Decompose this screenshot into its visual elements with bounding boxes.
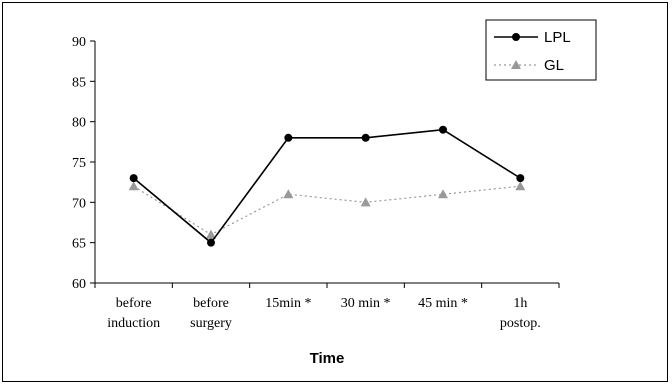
data-point — [515, 181, 526, 191]
series-line — [133, 185, 521, 236]
y-axis: 60 65 70 75 80 85 90 — [72, 35, 96, 292]
series-line — [133, 128, 521, 244]
legend-box — [485, 19, 597, 81]
y-tick-label: 90 — [72, 35, 86, 50]
data-point — [284, 133, 293, 142]
data-point — [129, 174, 138, 183]
x-tick-label: before induction — [107, 296, 160, 331]
y-tick-label: 80 — [72, 116, 86, 131]
y-tick-label: 70 — [72, 196, 86, 211]
x-axis: before induction before surgery 15min * 30 mi… — [94, 282, 560, 331]
legend-item-lpl: LPL — [494, 29, 571, 46]
x-tick-label: 30 min * — [341, 296, 391, 311]
data-point — [439, 125, 447, 134]
legend-label: LPL — [544, 29, 571, 46]
x-tick-label: before surgery — [190, 296, 232, 331]
y-tick-label: 60 — [72, 277, 86, 292]
data-point — [361, 133, 370, 142]
data-point — [128, 181, 139, 191]
legend: LPL GL — [485, 19, 597, 81]
series-gl — [128, 181, 526, 239]
x-tick-label: 15min * — [265, 296, 311, 311]
data-point — [207, 238, 215, 247]
legend-item-gl: GL — [494, 57, 564, 74]
data-point — [206, 229, 216, 239]
y-tick-label: 85 — [72, 75, 86, 90]
legend-label: GL — [544, 57, 564, 74]
data-point — [360, 197, 371, 207]
y-tick-label: 75 — [72, 156, 86, 171]
legend-swatch-marker — [512, 33, 520, 41]
y-tick-label: 65 — [72, 237, 86, 252]
line-chart: 60 65 70 75 80 85 90 before induction before surg… — [72, 19, 597, 367]
x-tick-label: 45 min * — [418, 296, 468, 311]
x-tick-label: 1h postop. — [500, 296, 541, 331]
data-point — [283, 189, 294, 199]
data-point — [438, 189, 448, 199]
data-point — [516, 174, 525, 183]
legend-swatch-marker — [511, 60, 521, 69]
series-layer — [128, 125, 526, 247]
series-lpl — [129, 125, 525, 247]
chart-container: 60 65 70 75 80 85 90 before induction before surg… — [2, 2, 668, 382]
x-axis-title: Time — [310, 350, 345, 367]
